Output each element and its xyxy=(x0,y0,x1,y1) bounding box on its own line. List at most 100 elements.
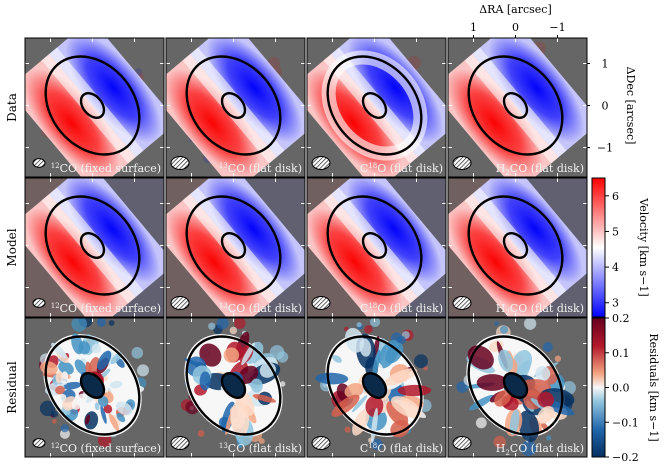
noise-blob xyxy=(229,326,238,335)
row-label-data: Data xyxy=(5,93,19,122)
panel-r0-c2: C18O (flat disk) xyxy=(306,37,447,178)
residual-patch xyxy=(108,413,120,432)
systemic-band xyxy=(41,187,144,304)
residual-patch xyxy=(390,396,422,419)
residual-patch xyxy=(397,384,432,397)
residual-patch xyxy=(386,401,409,426)
beam-icon xyxy=(452,436,472,450)
noise-blob xyxy=(197,429,205,437)
residual-patch xyxy=(241,342,256,366)
residual-patch xyxy=(468,394,495,411)
residual-patch xyxy=(199,371,211,391)
noise-blob xyxy=(364,325,373,334)
inner-ellipse xyxy=(79,372,106,399)
panel-r1-c2: C18O (flat disk) xyxy=(306,177,447,318)
inner-ellipse xyxy=(361,92,388,119)
velocity-colorbar-label: Velocity [km s−1] xyxy=(637,197,650,296)
dec-tick-label: −1 xyxy=(597,142,613,155)
noise-blob xyxy=(131,347,144,359)
panel-label: H2CO (flat disk) xyxy=(496,442,584,457)
noise-blob xyxy=(475,417,487,429)
residual-patch xyxy=(78,341,91,355)
noise-blob xyxy=(71,318,87,332)
noise-blob xyxy=(234,318,246,329)
residual-patch xyxy=(351,395,368,413)
inner-ellipse xyxy=(79,92,106,119)
residual-patch xyxy=(365,395,384,417)
outer-ellipse xyxy=(467,335,564,436)
noise-blob xyxy=(414,354,428,369)
noise-blob xyxy=(108,320,115,326)
residual-patch xyxy=(344,383,364,399)
panel-r2-c0: 12CO (fixed surface) xyxy=(24,317,165,458)
beam-icon xyxy=(170,296,190,310)
panel-label: C18O (flat disk) xyxy=(360,302,443,315)
residual-patch xyxy=(109,380,123,389)
systemic-band xyxy=(323,47,426,164)
outer-ellipse xyxy=(185,195,282,296)
panel-label: 13CO (flat disk) xyxy=(219,442,302,455)
noise-blob xyxy=(493,435,507,449)
beam-icon xyxy=(311,156,331,170)
residual-patch xyxy=(352,409,370,436)
outer-ellipse xyxy=(185,335,282,436)
beam-icon xyxy=(311,436,331,450)
inner-ellipse xyxy=(502,92,529,119)
noise-blob xyxy=(369,318,381,327)
residual-tick-label: 0.1 xyxy=(612,347,630,360)
residual-patch xyxy=(494,390,511,407)
residual-patch xyxy=(116,413,126,423)
noise-blob xyxy=(499,325,509,334)
ra-tick-label: −1 xyxy=(549,21,565,34)
residual-tick-label: 0.0 xyxy=(612,382,630,395)
residual-patch xyxy=(230,401,250,437)
outer-ellipse xyxy=(467,195,564,296)
beam-icon xyxy=(170,156,190,170)
panel-r2-c2: C18O (flat disk) xyxy=(306,317,447,458)
inner-ellipse xyxy=(220,92,247,119)
outer-ellipse xyxy=(44,195,141,296)
panel-label: 12CO (fixed surface) xyxy=(51,442,161,455)
beam-icon xyxy=(452,296,472,310)
residual-tick-label: −0.1 xyxy=(612,416,639,429)
noise-blob xyxy=(52,418,57,424)
beam-icon xyxy=(32,298,46,308)
residual-colorbar-label: Residuals [km s−1] xyxy=(647,333,660,441)
inner-ellipse xyxy=(502,372,529,399)
panel-label: 13CO (flat disk) xyxy=(219,302,302,315)
blueshift-half xyxy=(331,178,446,298)
residual-patch xyxy=(55,385,65,395)
residual-tick-label: −0.2 xyxy=(612,451,639,464)
outer-ellipse xyxy=(326,55,423,156)
residual-patch xyxy=(100,405,107,424)
inner-ellipse xyxy=(220,232,247,259)
residual-patch xyxy=(537,406,555,424)
dec-tick-label: 0 xyxy=(602,100,609,113)
outer-ellipse xyxy=(467,55,564,156)
panel-label: H2CO (flat disk) xyxy=(496,162,584,177)
residual-patch xyxy=(223,347,240,363)
residual-colorbar xyxy=(591,317,606,458)
systemic-band xyxy=(323,187,426,304)
panel-frame xyxy=(24,37,165,178)
residual-patch xyxy=(62,381,82,390)
ra-tick-label: 0 xyxy=(512,21,519,34)
noise-blob xyxy=(208,322,216,330)
redshift-half xyxy=(307,193,418,317)
panel-frame xyxy=(24,317,165,458)
blueshift-half xyxy=(190,178,305,298)
residual-patch xyxy=(535,365,551,381)
redshift-half xyxy=(166,193,277,317)
residual-patch xyxy=(97,396,109,407)
dec-tick-label: 1 xyxy=(602,58,609,71)
residual-patch xyxy=(60,371,69,384)
panel-frame xyxy=(306,177,447,318)
inner-ellipse xyxy=(79,232,106,259)
panel-frame xyxy=(306,317,447,458)
residual-patch xyxy=(476,374,508,391)
panel-frame xyxy=(447,177,588,318)
residual-patch xyxy=(509,409,520,436)
inner-ellipse xyxy=(361,372,388,399)
outer-ellipse xyxy=(326,335,423,436)
